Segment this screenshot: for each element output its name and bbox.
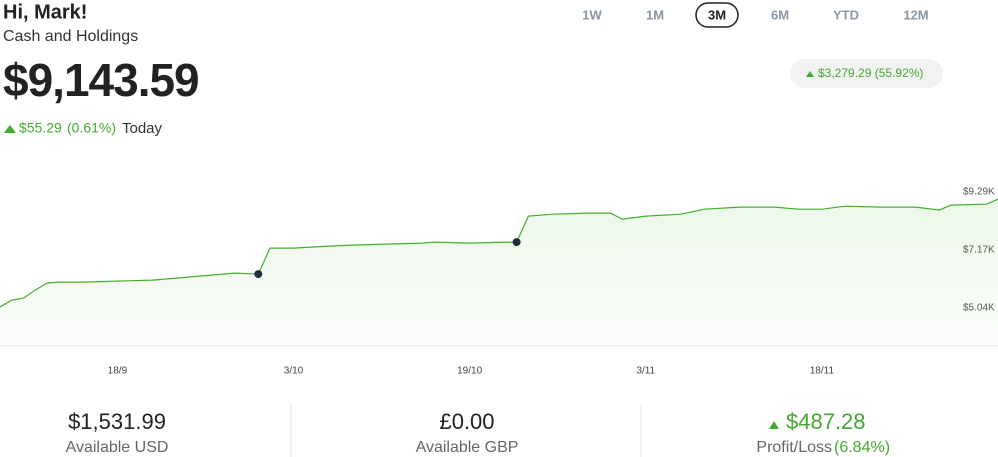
range-selected-outline [695, 2, 739, 28]
range-button[interactable]: 6M [771, 7, 789, 22]
stat-value: $1,531.99 [68, 409, 166, 434]
stat-label: Available USD [66, 439, 169, 456]
stat-label: Profit/Loss [756, 439, 832, 456]
range-button[interactable]: 1W [582, 7, 602, 22]
area [0, 199, 998, 346]
x-tick-label: 3/11 [636, 366, 655, 377]
up-icon [769, 421, 779, 429]
point-marker [254, 270, 263, 279]
range-selector: 1W 1M 3M 6M YTD 12M [582, 2, 929, 28]
x-tick-label: 18/11 [810, 366, 835, 377]
x-tick-label: 19/10 [457, 366, 482, 377]
balance: $9,143.59 [3, 54, 199, 106]
today-label: Today [122, 120, 163, 137]
range-button[interactable]: YTD [833, 7, 859, 22]
today-change: $55.29 [19, 120, 62, 136]
range-button[interactable]: 3M [708, 7, 726, 22]
subtitle: Cash and Holdings [3, 28, 138, 45]
up-icon [806, 71, 814, 77]
up-icon [4, 125, 16, 133]
point-marker [512, 238, 521, 247]
stat-percent: (6.84%) [834, 439, 890, 456]
line [0, 198, 998, 308]
period-change: $3,279.29 (55.92%) [818, 66, 923, 80]
greeting: Hi, Mark! [3, 1, 87, 23]
y-tick-label: $9.29K [963, 187, 995, 198]
x-tick-label: 3/10 [284, 366, 304, 377]
stat-value: £0.00 [439, 409, 494, 434]
stat-label: Available GBP [416, 439, 519, 456]
x-tick-label: 18/9 [108, 366, 128, 377]
stat-value: $487.28 [786, 409, 866, 434]
period-change-pill [790, 59, 943, 88]
range-button[interactable]: 12M [903, 7, 928, 22]
range-button[interactable]: 1M [646, 7, 664, 22]
today-percent: (0.61%) [67, 120, 116, 136]
